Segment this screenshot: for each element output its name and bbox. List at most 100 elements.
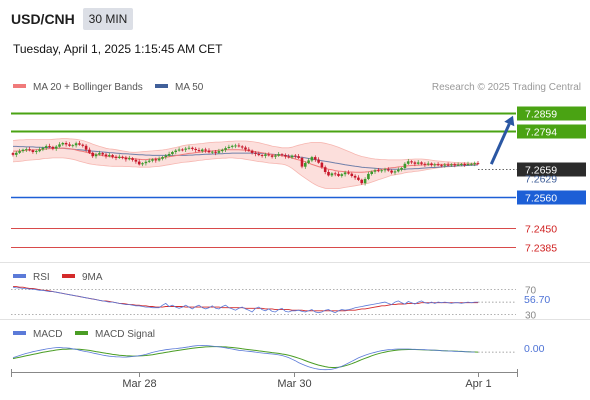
- candle-body: [333, 173, 337, 175]
- candle: [333, 171, 337, 177]
- candle-body: [320, 162, 324, 168]
- candle: [426, 161, 430, 166]
- projection-arrow-shaft: [489, 123, 511, 165]
- candle: [254, 151, 257, 157]
- candle: [420, 161, 423, 166]
- candle: [204, 147, 207, 153]
- candle-body: [347, 172, 350, 174]
- candle-body: [154, 159, 158, 161]
- candle-body: [128, 158, 131, 160]
- candle-body: [131, 158, 134, 160]
- candle: [416, 160, 420, 165]
- candle: [473, 161, 476, 167]
- candle: [456, 162, 460, 167]
- rsi-line: [12, 286, 478, 314]
- candle: [151, 158, 154, 163]
- candle-body: [161, 157, 164, 159]
- candle-body: [91, 152, 94, 157]
- candle: [304, 161, 307, 169]
- candle: [134, 158, 138, 164]
- rsi-indicator: 70 30 56.70: [11, 286, 550, 322]
- ma50-legend-swatch: [155, 84, 168, 88]
- candle: [71, 144, 75, 148]
- candle: [307, 158, 310, 165]
- candle: [121, 155, 124, 160]
- rsi-tick-30: 30: [525, 311, 537, 322]
- candle-body: [74, 143, 78, 146]
- candle: [217, 148, 221, 154]
- candle: [300, 156, 304, 169]
- candle-body: [18, 151, 21, 153]
- candle-body: [387, 169, 390, 171]
- candle-body: [370, 171, 373, 174]
- candle-body: [280, 154, 284, 156]
- time-tick-label: Mar 28: [122, 378, 156, 390]
- candle-body: [98, 153, 101, 155]
- candle-body: [297, 156, 300, 158]
- candle-body: [403, 163, 407, 168]
- ma20-legend-swatch: [13, 84, 26, 88]
- candle: [187, 145, 191, 150]
- candle-body: [25, 149, 28, 151]
- candle-body: [237, 145, 241, 147]
- candle-body: [307, 160, 310, 163]
- ma20-legend-label: MA 20 + Bollinger Bands: [33, 82, 143, 93]
- candle: [267, 152, 270, 157]
- bollinger-lower-line: [12, 157, 478, 190]
- candle-body: [108, 155, 111, 157]
- candle-body: [416, 162, 420, 164]
- rsi-tick-70: 70: [525, 286, 537, 297]
- candle-body: [151, 159, 154, 161]
- candle: [387, 167, 390, 172]
- candle: [463, 162, 466, 167]
- candle: [164, 154, 168, 160]
- bollinger-upper-line: [12, 138, 478, 164]
- candle-body: [240, 146, 244, 148]
- candle: [383, 167, 387, 173]
- candle-body: [410, 161, 413, 163]
- candle: [11, 152, 15, 157]
- candle-body: [413, 162, 417, 164]
- candle: [184, 146, 187, 152]
- macd-signal-line: [12, 346, 479, 368]
- candle-body: [15, 152, 18, 155]
- candle: [224, 146, 227, 152]
- candle-body: [38, 149, 41, 152]
- candle-body: [171, 152, 174, 154]
- candle-body: [260, 155, 264, 156]
- candle: [227, 144, 231, 150]
- candle-body: [440, 165, 443, 167]
- level-tag-text-7.2659: 7.2659: [525, 165, 557, 177]
- candle-body: [88, 149, 91, 153]
- candle: [297, 154, 300, 159]
- candle: [347, 170, 350, 175]
- candle: [274, 154, 277, 159]
- candle-body: [41, 147, 45, 150]
- candle: [137, 159, 141, 166]
- candle: [310, 155, 314, 163]
- candle: [440, 164, 443, 168]
- candle-body: [204, 149, 207, 151]
- candle: [460, 163, 463, 167]
- candle-body: [201, 149, 204, 152]
- candle-body: [453, 164, 456, 166]
- candle-body: [94, 154, 98, 157]
- candle-body: [197, 150, 201, 152]
- candle-body: [406, 161, 410, 164]
- candle: [201, 148, 204, 153]
- candle: [357, 175, 360, 181]
- candle: [35, 149, 38, 155]
- candle: [400, 166, 403, 172]
- candle: [413, 160, 417, 167]
- candle: [360, 178, 363, 185]
- candle-body: [476, 163, 480, 165]
- candle-body: [323, 167, 327, 172]
- candle-body: [373, 170, 377, 172]
- candle-body: [284, 155, 287, 157]
- candle: [277, 152, 280, 157]
- candle: [64, 141, 68, 147]
- interval-badge[interactable]: [83, 8, 133, 30]
- candle: [191, 146, 194, 151]
- candle-body: [224, 148, 227, 150]
